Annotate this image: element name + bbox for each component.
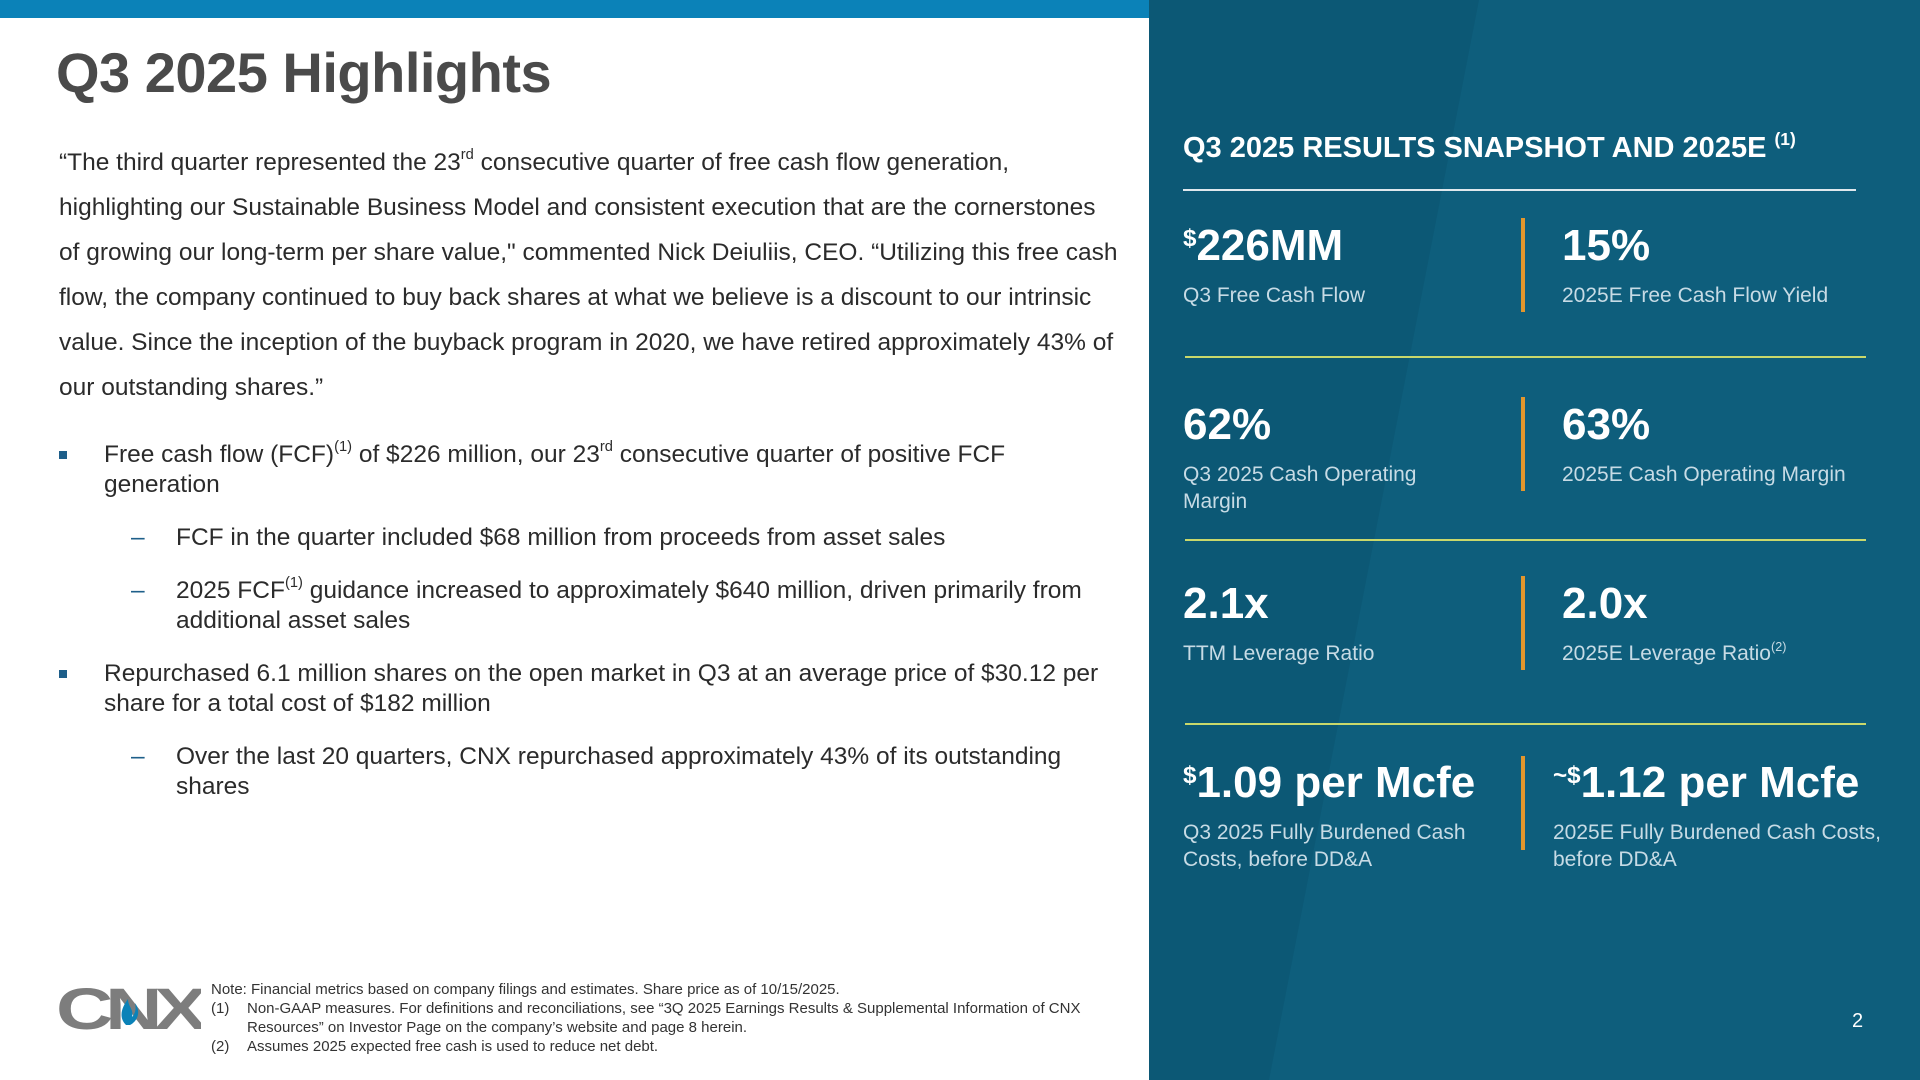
metric-value: 62% bbox=[1183, 400, 1272, 449]
column-divider bbox=[1521, 397, 1525, 491]
flame-icon bbox=[121, 999, 139, 1025]
list-item: – Over the last 20 quarters, CNX repurch… bbox=[59, 742, 1119, 802]
dash-bullet-icon: – bbox=[131, 524, 145, 551]
bullet-text: Repurchased 6.1 million shares on the op… bbox=[104, 660, 1099, 717]
bullet-text: 2025 FCF bbox=[176, 577, 285, 604]
metric-label: 2025E Cash Operating Margin bbox=[1562, 463, 1846, 486]
list-item: Repurchased 6.1 million shares on the op… bbox=[59, 659, 1119, 719]
metric-2025e-fcf-yield: 15% 2025E Free Cash Flow Yield bbox=[1562, 220, 1882, 309]
footnote-ref: (1) bbox=[334, 439, 353, 456]
quote-text-rest: consecutive quarter of free cash flow ge… bbox=[59, 149, 1118, 401]
metric-label: Q3 2025 Fully Burdened Cash Costs, befor… bbox=[1183, 821, 1466, 871]
top-accent-bar bbox=[0, 0, 1149, 18]
metric-q3-cash-operating-margin: 62% Q3 2025 Cash Operating Margin bbox=[1183, 399, 1483, 515]
row-divider bbox=[1185, 723, 1866, 725]
dash-bullet-icon: – bbox=[131, 743, 145, 770]
bullet-text: Over the last 20 quarters, CNX repurchas… bbox=[176, 743, 1062, 800]
metric-value: 2.0x bbox=[1562, 579, 1648, 628]
metric-value: 1.12 per Mcfe bbox=[1580, 758, 1860, 807]
bullet-text: Free cash flow (FCF) bbox=[104, 441, 335, 468]
metric-label: Q3 2025 Cash Operating Margin bbox=[1183, 463, 1417, 513]
footnote-text: Non-GAAP measures. For definitions and r… bbox=[247, 1000, 1081, 1036]
bullet-text: consecutive quarter of positive FCF gene… bbox=[104, 441, 1006, 498]
superscript: rd bbox=[599, 439, 613, 456]
metric-2025e-fully-burdened-cash-costs: ~$1.12 per Mcfe 2025E Fully Burdened Cas… bbox=[1553, 757, 1883, 873]
bullet-text: guidance increased to approximately $640… bbox=[176, 577, 1082, 634]
metric-value: 2.1x bbox=[1183, 579, 1269, 628]
list-item: Free cash flow (FCF)(1) of $226 million,… bbox=[59, 440, 1119, 500]
footnote-ref: (1) bbox=[1774, 128, 1796, 149]
currency-prefix: $ bbox=[1183, 761, 1197, 789]
snapshot-title-text: Q3 2025 RESULTS SNAPSHOT AND 2025E bbox=[1183, 132, 1767, 164]
metric-2025e-cash-operating-margin: 63% 2025E Cash Operating Margin bbox=[1562, 399, 1882, 488]
metric-q3-free-cash-flow: $226MM Q3 Free Cash Flow bbox=[1183, 220, 1503, 309]
metric-label: TTM Leverage Ratio bbox=[1183, 642, 1375, 665]
bullet-text: FCF in the quarter included $68 million … bbox=[176, 524, 946, 551]
footnote-number: (2) bbox=[211, 1038, 230, 1055]
metric-2025e-leverage-ratio: 2.0x 2025E Leverage Ratio(2) bbox=[1562, 578, 1882, 667]
page-number: 2 bbox=[1852, 1010, 1864, 1032]
column-divider bbox=[1521, 576, 1525, 670]
currency-prefix: ~$ bbox=[1553, 761, 1581, 789]
cnx-logo: CNX bbox=[56, 981, 201, 1033]
metric-label: 2025E Free Cash Flow Yield bbox=[1562, 284, 1829, 307]
currency-prefix: $ bbox=[1183, 224, 1197, 252]
dash-bullet-icon: – bbox=[131, 577, 145, 604]
column-divider bbox=[1521, 756, 1525, 850]
column-divider bbox=[1521, 218, 1525, 312]
page-title: Q3 2025 Highlights bbox=[56, 41, 552, 104]
footnote-text: Assumes 2025 expected free cash is used … bbox=[247, 1038, 659, 1055]
footnote-ref: (1) bbox=[284, 575, 303, 592]
footnote-2: (2) Assumes 2025 expected free cash is u… bbox=[211, 1037, 1111, 1056]
metric-ttm-leverage-ratio: 2.1x TTM Leverage Ratio bbox=[1183, 578, 1503, 667]
footnote-1: (1) Non-GAAP measures. For definitions a… bbox=[211, 999, 1111, 1037]
metric-label-text: 2025E Leverage Ratio bbox=[1562, 642, 1771, 665]
metric-label: 2025E Leverage Ratio(2) bbox=[1562, 640, 1882, 667]
metric-label: Q3 Free Cash Flow bbox=[1183, 284, 1366, 307]
quote-superscript: rd bbox=[460, 147, 474, 164]
square-bullet-icon bbox=[59, 670, 67, 678]
footnote-number: (1) bbox=[211, 1000, 230, 1017]
footnote-ref: (2) bbox=[1771, 639, 1787, 654]
square-bullet-icon bbox=[59, 451, 67, 459]
metric-value: 1.09 per Mcfe bbox=[1196, 758, 1476, 807]
footnotes: Note: Financial metrics based on company… bbox=[211, 980, 1111, 1056]
metric-value: 63% bbox=[1562, 400, 1651, 449]
metric-q3-fully-burdened-cash-costs: $1.09 per Mcfe Q3 2025 Fully Burdened Ca… bbox=[1183, 757, 1513, 873]
metric-value: 226MM bbox=[1196, 221, 1344, 270]
footnote-note: Note: Financial metrics based on company… bbox=[211, 981, 840, 998]
list-item: – FCF in the quarter included $68 millio… bbox=[59, 523, 1119, 553]
snapshot-title-rule bbox=[1183, 189, 1856, 191]
bullet-text: of $226 million, our 23 bbox=[352, 441, 600, 468]
quote-text-start: “The third quarter represented the 23 bbox=[59, 149, 461, 176]
metric-label: 2025E Fully Burdened Cash Costs, before … bbox=[1553, 821, 1882, 871]
highlights-list: Free cash flow (FCF)(1) of $226 million,… bbox=[59, 440, 1119, 825]
list-item: – 2025 FCF(1) guidance increased to appr… bbox=[59, 576, 1119, 636]
row-divider bbox=[1185, 539, 1866, 541]
snapshot-title: Q3 2025 RESULTS SNAPSHOT AND 2025E (1) bbox=[1183, 128, 1796, 165]
ceo-quote: “The third quarter represented the 23rd … bbox=[59, 140, 1119, 410]
row-divider bbox=[1185, 356, 1866, 358]
metric-value: 15% bbox=[1562, 221, 1651, 270]
